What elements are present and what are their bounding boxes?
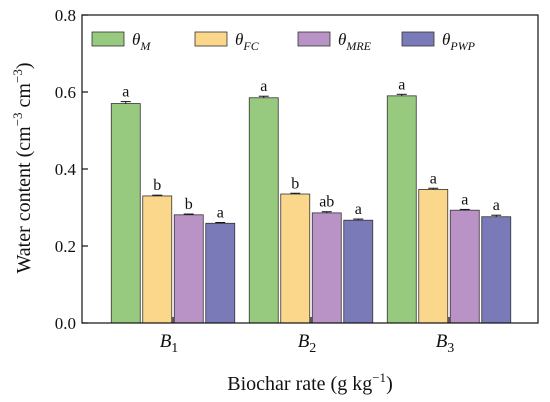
x-category-label: B1 (160, 331, 179, 356)
category-subscript: 3 (447, 341, 454, 356)
y-tick-label: 0.6 (55, 83, 76, 102)
bar-fc-2 (280, 193, 311, 324)
legend-subscript: FC (242, 39, 259, 53)
bar-pwp-2 (343, 219, 374, 324)
bar-mre-2 (311, 212, 342, 324)
significance-letter: b (153, 177, 161, 194)
legend-label-mre: θMRE (338, 30, 372, 53)
legend: θM θFC θMRE θPWP (91, 30, 476, 53)
legend-label-pwp: θPWP (442, 30, 476, 53)
y-axis-title-tail: ) (13, 62, 35, 69)
significance-letter: a (430, 170, 437, 187)
legend-subscript: MRE (345, 39, 371, 53)
x-category-label: B3 (436, 331, 455, 356)
x-axis-title-superscript: −1 (372, 370, 386, 385)
bar-m-2 (248, 97, 279, 324)
significance-letter: b (185, 196, 193, 213)
bar-m-1 (110, 103, 141, 324)
bar-m-3 (386, 95, 417, 324)
labels-layer: a a ab b ab ab aa a a (122, 76, 500, 221)
bar-pwp-3 (481, 216, 512, 324)
legend-subscript: PWP (449, 39, 475, 53)
bar-mre-3 (449, 209, 480, 324)
x-axis-title: Biochar rate (g kg−1) (227, 370, 392, 395)
y-axis-title: Water content (cm−3 cm−3) (10, 62, 35, 273)
legend-symbol: θ (132, 30, 140, 49)
bar-fc-3 (418, 189, 449, 324)
y-axis-title-mid: cm (13, 83, 35, 113)
y-axis-title-text: Water content (cm (13, 126, 35, 274)
significance-letter: a (217, 205, 224, 222)
significance-letter: a (260, 78, 267, 95)
y-tick-label: 0.4 (55, 160, 77, 179)
significance-letter: b (291, 175, 299, 192)
category-subscript: 2 (309, 341, 316, 356)
y-tick-label: 0.2 (55, 237, 76, 256)
y-tick-label: 0.8 (55, 6, 76, 25)
x-category-label: B2 (298, 331, 317, 356)
legend-subscript: M (139, 39, 151, 53)
bar-fc-1 (142, 195, 173, 324)
significance-letter: a (122, 84, 129, 101)
legend-swatch-fc (194, 31, 228, 47)
significance-letter: a (398, 76, 405, 93)
significance-letter: a (355, 201, 362, 218)
x-axis-title-tail: ) (386, 373, 393, 395)
y-axis-title-superscript: −3 (10, 69, 25, 83)
legend-swatch-pwp (401, 31, 435, 47)
x-axis-title-text: Biochar rate (g kg (227, 373, 372, 395)
significance-letter: ab (319, 194, 334, 211)
legend-symbol: θ (338, 30, 346, 49)
legend-swatch-mre (297, 31, 331, 47)
category-subscript: 1 (171, 341, 178, 356)
legend-label-fc: θFC (235, 30, 260, 53)
bar-pwp-1 (205, 222, 236, 324)
bar-mre-1 (173, 214, 204, 324)
legend-swatch-m (91, 31, 125, 47)
y-axis-title-superscript: −3 (10, 112, 25, 126)
category-main: B (436, 331, 448, 352)
y-tick-label: 0.0 (55, 314, 76, 333)
bars-layer (110, 93, 512, 324)
legend-symbol: θ (442, 30, 450, 49)
significance-letter: a (461, 191, 468, 208)
legend-symbol: θ (235, 30, 243, 49)
legend-label-m: θM (132, 30, 151, 53)
category-main: B (160, 331, 172, 352)
category-main: B (298, 331, 310, 352)
significance-letter: a (493, 197, 500, 214)
